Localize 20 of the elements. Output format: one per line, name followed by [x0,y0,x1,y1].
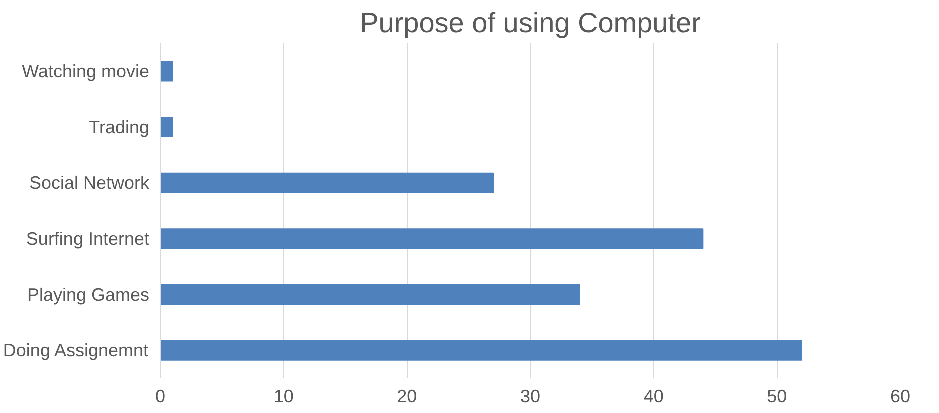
bar [160,116,174,138]
chart-title: Purpose of using Computer [360,8,701,38]
x-tick-label: 30 [520,386,541,406]
x-tick-label: 60 [890,386,911,406]
bar [160,61,174,82]
x-tick-label: 50 [767,386,788,406]
x-tick-label: 20 [397,386,418,406]
bar [160,284,580,306]
bar [160,340,802,361]
x-tick-label: 40 [644,386,664,406]
y-tick-label: Surfing Internet [26,228,150,249]
y-tick-label: Trading [89,117,150,138]
x-tick-label: 10 [274,386,294,406]
x-tick-label: 0 [155,386,166,406]
y-tick-label: Social Network [29,173,150,194]
y-tick-label: Playing Games [27,284,150,305]
y-tick-label: Watching movie [22,61,150,82]
y-tick-label: Doing Assignemnt [3,340,149,361]
bar [160,228,704,250]
bar [160,172,494,194]
